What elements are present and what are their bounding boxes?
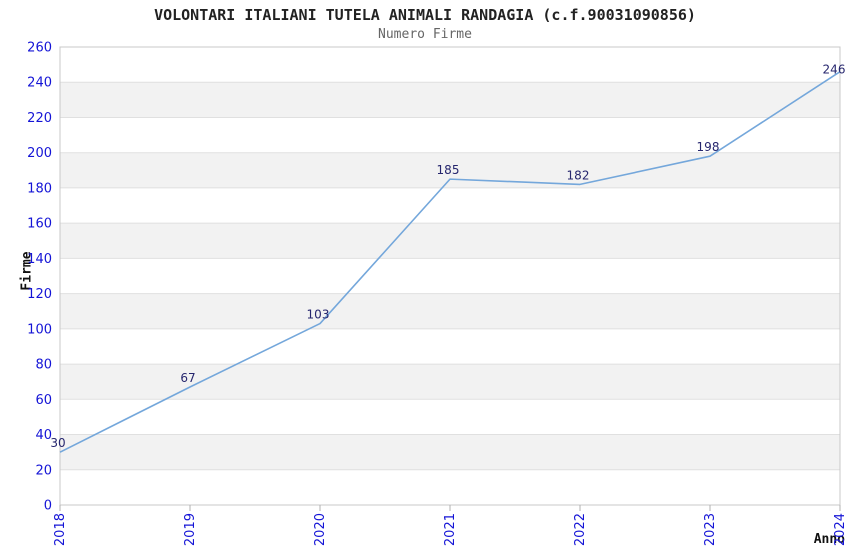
data-point-label-group: 30 67 103 185 182 198 246 [50,63,845,450]
data-line-group [59,70,841,453]
chart-title: VOLONTARI ITALIANI TUTELA ANIMALI RANDAG… [154,6,696,24]
x-axis-title: Anno [813,532,845,547]
y-tick-label: 180 [27,181,52,196]
x-tick-label-group: 2018 2019 2020 2021 2022 2023 2024 [53,513,848,546]
chart-subtitle: Numero Firme [378,27,472,42]
plot-band [60,434,840,470]
y-tick-label: 0 [44,499,52,514]
data-point-label: 30 [50,436,65,450]
y-tick-label: 160 [27,217,52,232]
plot-band [60,223,840,259]
y-tick-label: 260 [27,41,52,56]
x-tick-label: 2021 [443,513,458,546]
data-point-label: 182 [567,168,590,182]
data-point-label: 246 [823,63,846,77]
y-tick-label: 140 [27,252,52,267]
gridline-group [60,81,840,471]
y-tick-label: 240 [27,76,52,91]
plot-band [60,293,840,329]
tick-mark-group [59,505,841,511]
y-tick-label: 220 [27,111,52,126]
data-line [59,70,841,453]
y-tick-label: 40 [35,428,52,443]
plot-band [60,82,840,118]
x-tick-label: 2024 [833,513,848,546]
x-tick-label: 2019 [183,513,198,546]
data-point-label: 198 [697,140,720,154]
plot-band-group [60,82,840,470]
plot-band [60,152,840,188]
data-point-label: 185 [437,163,460,177]
y-tick-label: 60 [35,393,52,408]
y-tick-label: 80 [35,358,52,373]
data-point-label: 103 [307,308,330,322]
data-point-label: 67 [180,371,195,385]
y-tick-label: 200 [27,146,52,161]
y-tick-label-group: 0 20 40 60 80 100 120 140 160 180 200 220 240 260 [27,41,52,514]
x-tick-label: 2022 [573,513,588,546]
y-tick-label: 20 [35,463,52,478]
x-tick-label: 2018 [53,513,68,546]
y-tick-label: 100 [27,322,52,337]
x-tick-label: 2020 [313,513,328,546]
x-tick-label: 2023 [703,513,718,546]
plot-band [60,364,840,400]
y-tick-label: 120 [27,287,52,302]
